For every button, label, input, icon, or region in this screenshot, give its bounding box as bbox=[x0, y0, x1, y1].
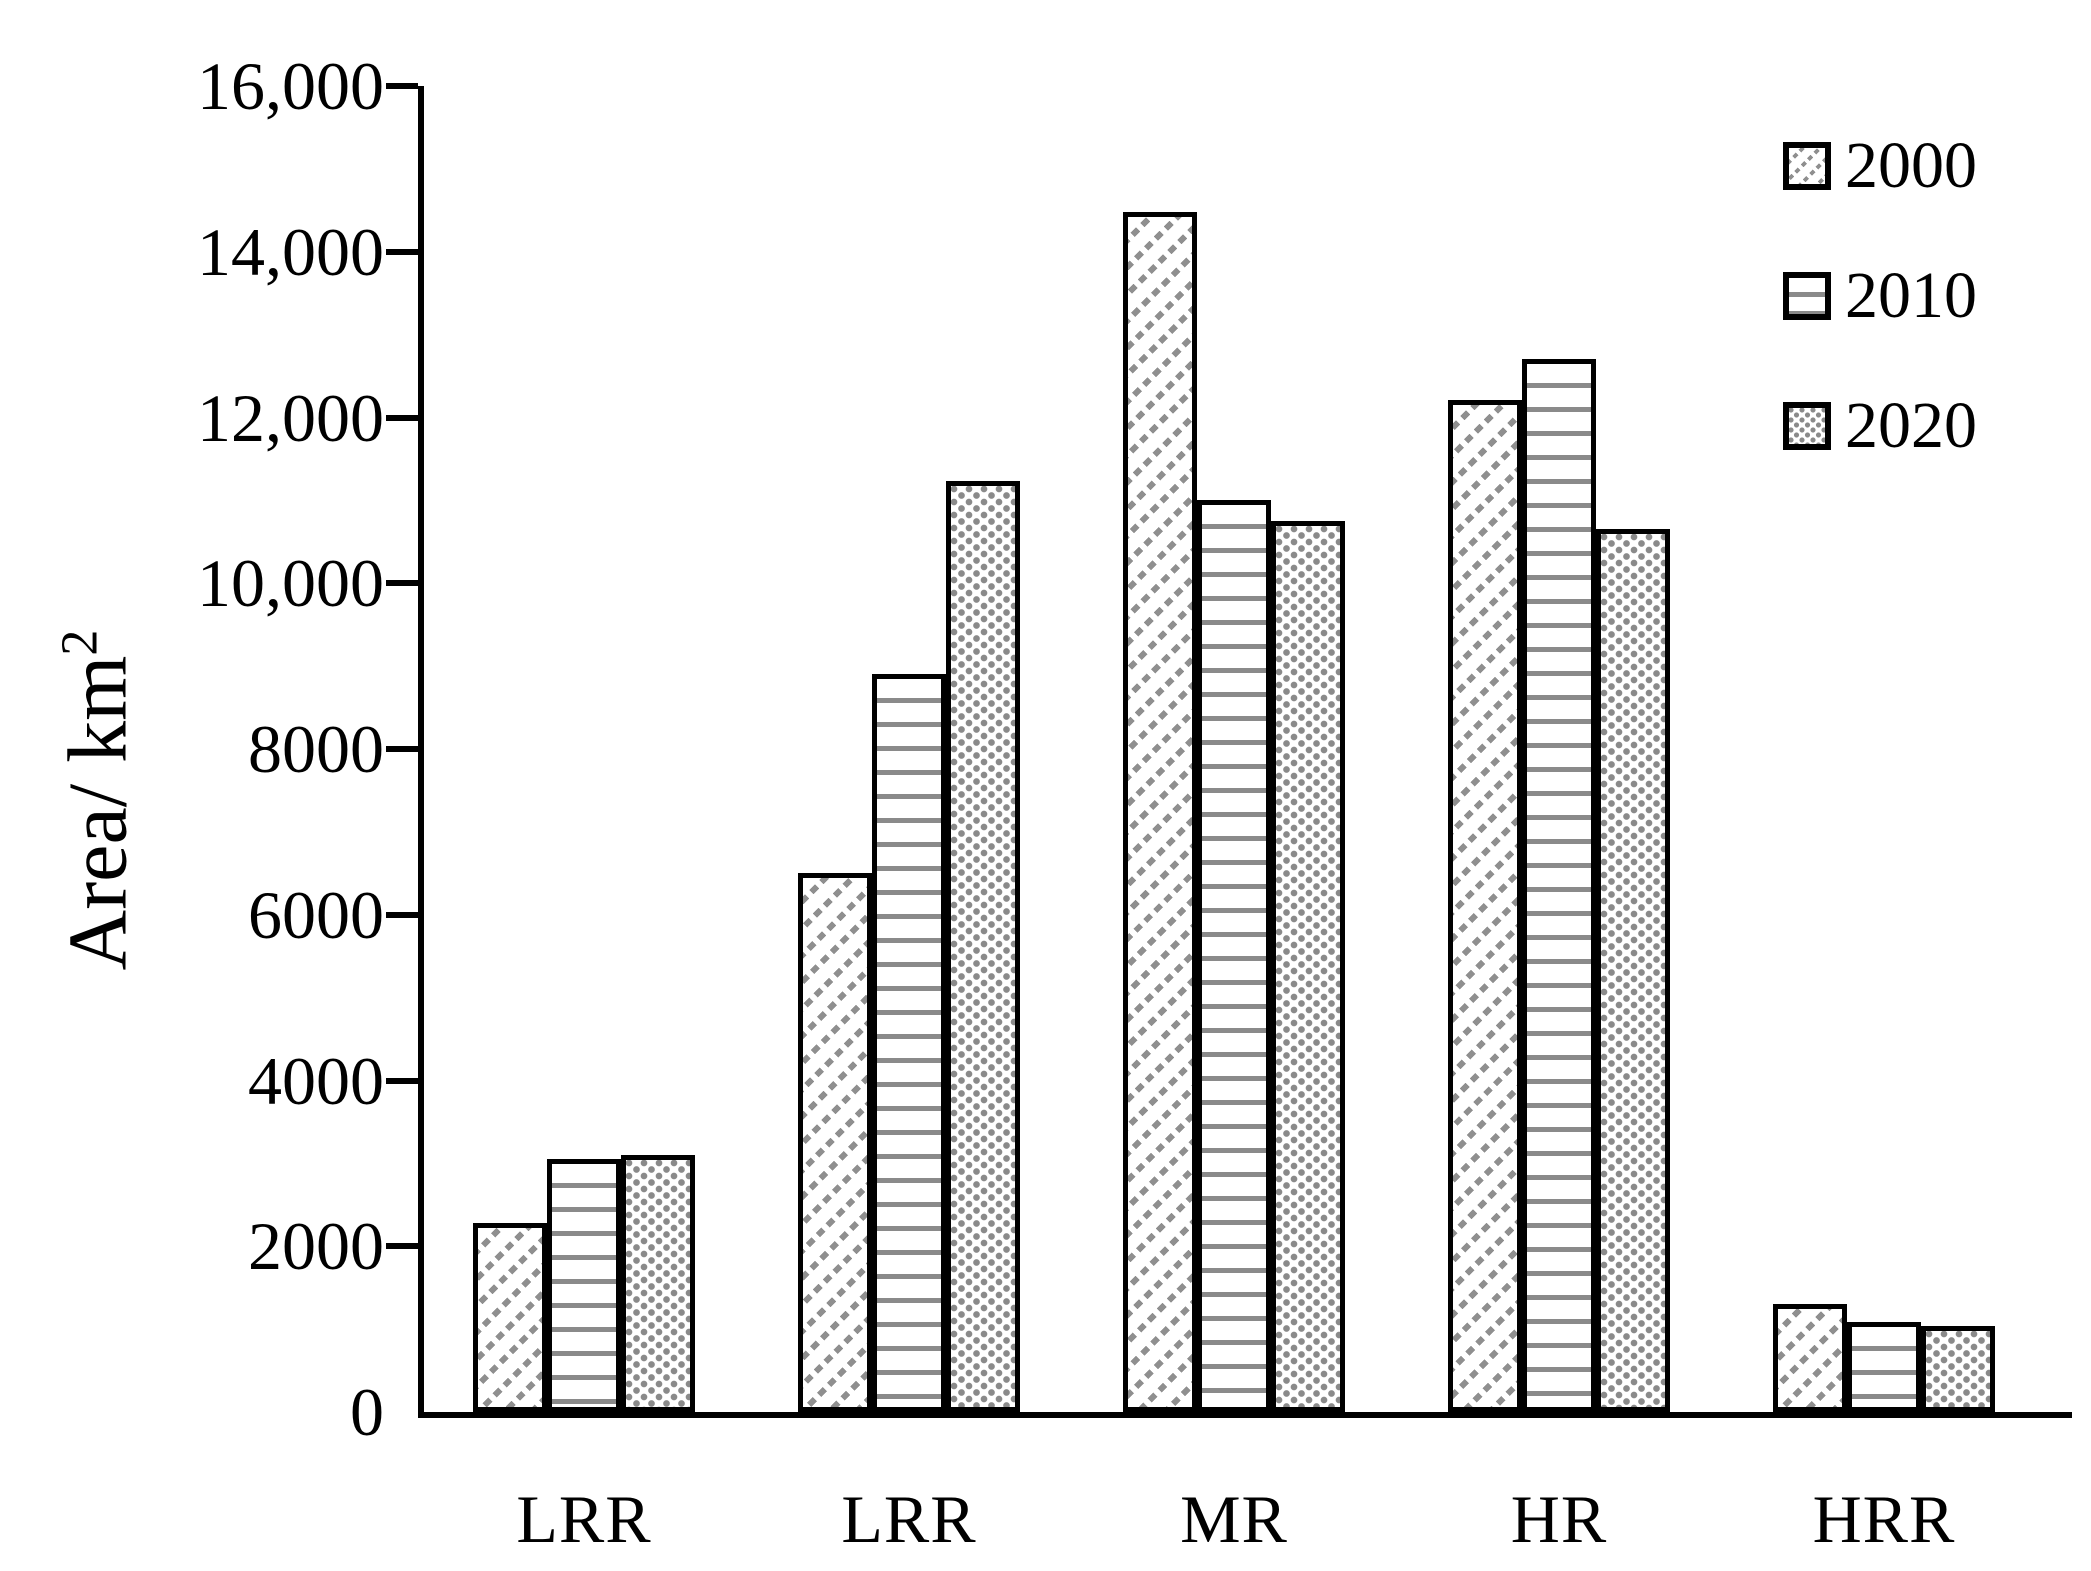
y-axis-tick-label: 0 bbox=[350, 1374, 384, 1450]
bar-2000-HR bbox=[1448, 400, 1522, 1412]
x-axis-label-HRR: HRR bbox=[1812, 1481, 1956, 1557]
y-axis-tick-label: 4000 bbox=[248, 1042, 384, 1119]
y-axis-tick-6000 bbox=[386, 911, 418, 918]
bar-2010-LRR bbox=[872, 674, 946, 1412]
y-axis-tick-label: 6000 bbox=[248, 876, 384, 953]
bar-2010-HR bbox=[1522, 359, 1596, 1412]
x-axis-label-LRR: LRR bbox=[516, 1481, 652, 1557]
y-axis-tick-10,000 bbox=[386, 580, 418, 587]
y-axis-tick-12,000 bbox=[386, 414, 418, 421]
legend-label: 2010 bbox=[1845, 259, 1977, 332]
y-axis-tick-label: 14,000 bbox=[197, 213, 384, 290]
y-axis-tick-label: 16,000 bbox=[197, 48, 384, 124]
x-axis-label-MR: MR bbox=[1180, 1481, 1288, 1557]
y-axis-title-superscript: 2 bbox=[51, 629, 109, 656]
bar-2020-HRR bbox=[1921, 1326, 1995, 1412]
legend: 2000 2010 2020 bbox=[1783, 129, 1977, 532]
legend-entry-2000: 2000 bbox=[1783, 129, 1977, 202]
y-axis-tick-label: 8000 bbox=[248, 711, 384, 787]
y-axis-tick-2000 bbox=[386, 1243, 418, 1250]
y-axis-tick-label: 10,000 bbox=[197, 545, 384, 622]
plot-area: 0 2000 4000 6000 8000 10,000 12,000 14,000 16,00… bbox=[197, 48, 2072, 1557]
legend-swatch-diagonal-hatch-icon bbox=[1783, 142, 1831, 190]
legend-swatch-dots-icon bbox=[1783, 402, 1831, 450]
legend-entry-2020: 2020 bbox=[1783, 389, 1977, 462]
bar-2010-LRR bbox=[547, 1159, 621, 1412]
y-axis-tick-label: 12,000 bbox=[197, 379, 384, 456]
bar-2020-LRR bbox=[621, 1155, 695, 1412]
bar-2000-MR bbox=[1123, 212, 1197, 1412]
bar-2010-HRR bbox=[1847, 1322, 1921, 1412]
bar-2010-MR bbox=[1197, 500, 1271, 1412]
legend-swatch-horizontal-lines-icon bbox=[1783, 272, 1831, 320]
legend-label: 2000 bbox=[1845, 129, 1977, 202]
bar-2000-LRR bbox=[473, 1223, 547, 1412]
legend-label: 2020 bbox=[1845, 389, 1977, 462]
y-axis-tick-8000 bbox=[386, 746, 418, 752]
x-axis-label-HR: HR bbox=[1510, 1481, 1608, 1557]
y-axis-tick-label: 2000 bbox=[248, 1208, 384, 1285]
y-axis-tick-4000 bbox=[386, 1077, 418, 1084]
x-axis-label-LRR: LRR bbox=[841, 1481, 977, 1557]
bar-2020-LRR bbox=[946, 481, 1020, 1412]
y-axis-tick-16,000 bbox=[386, 83, 418, 89]
bar-2000-HRR bbox=[1773, 1304, 1847, 1412]
bar-2020-MR bbox=[1271, 521, 1345, 1412]
bar-2000-LRR bbox=[798, 873, 872, 1412]
legend-entry-2010: 2010 bbox=[1783, 259, 1977, 332]
bar-2020-HR bbox=[1596, 529, 1670, 1412]
y-axis-tick-14,000 bbox=[386, 248, 418, 255]
